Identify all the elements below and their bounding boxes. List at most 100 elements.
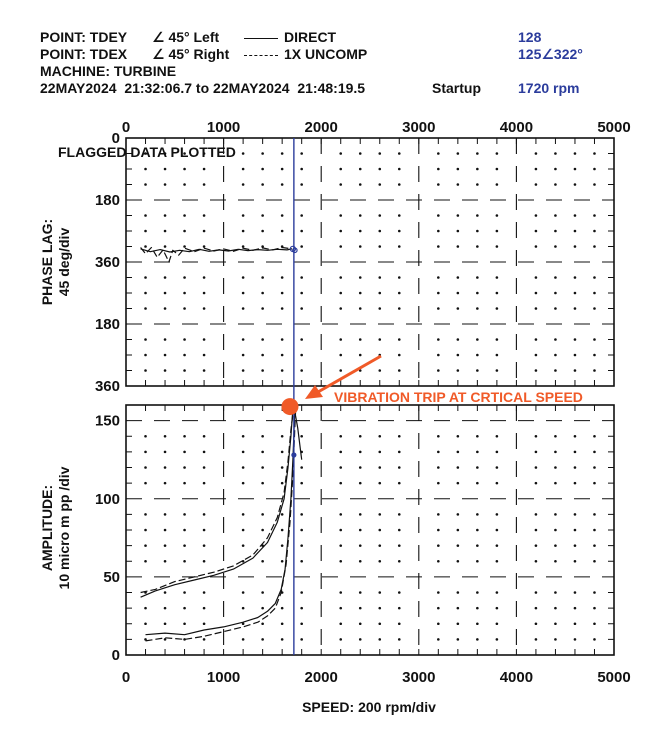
phase-grid-dot (241, 291, 245, 295)
amplitude-series-solid (140, 406, 296, 598)
x-tick-label-bottom: 1000 (207, 669, 240, 686)
amplitude-grid-dot (144, 528, 147, 532)
phase-grid-dot (183, 214, 186, 217)
header-speed-readout: 1720 rpm (518, 80, 580, 96)
phase-grid-dot (183, 353, 186, 357)
x-tick-label-bottom: 3000 (402, 669, 435, 686)
phase-grid-dot (397, 214, 401, 217)
phase-grid-dot (280, 183, 284, 186)
phase-grid-dot (144, 152, 147, 155)
amplitude-grid-dot (163, 544, 167, 547)
amplitude-grid-dot (456, 544, 460, 547)
phase-grid-dot (534, 183, 538, 186)
phase-grid-dot (144, 245, 147, 248)
phase-grid-dot (358, 353, 362, 357)
amplitude-grid-dot (202, 606, 206, 610)
amplitude-grid-dot (573, 591, 577, 594)
amplitude-grid-dot (163, 591, 167, 594)
phase-grid-dot (593, 276, 596, 279)
phase-grid-dot (476, 167, 479, 171)
x-tick-label-top: 1000 (207, 119, 240, 136)
phase-grid-dot (358, 152, 362, 155)
amplitude-grid-dot (554, 622, 557, 626)
phase-grid-dot (495, 369, 499, 372)
phase-grid-dot (534, 229, 538, 233)
amplitude-grid-dot (358, 434, 362, 438)
phase-grid-dot (554, 183, 557, 186)
phase-grid-dot (280, 307, 284, 310)
amplitude-grid-dot (397, 434, 401, 438)
phase-grid-dot (554, 152, 557, 155)
phase-grid-dot (554, 276, 557, 279)
amplitude-grid-dot (241, 450, 245, 454)
amplitude-grid-dot (202, 638, 206, 641)
amplitude-grid-dot (476, 513, 479, 516)
amplitude-grid-dot (554, 466, 557, 469)
amplitude-grid-dot (261, 434, 264, 438)
phase-grid-dot (202, 167, 206, 171)
phase-grid-dot (241, 214, 245, 217)
amplitude-grid-dot (300, 513, 303, 516)
amplitude-grid-dot (456, 559, 460, 563)
amplitude-y-tick-label: 0 (112, 647, 120, 664)
legend-direct-label: DIRECT (284, 29, 337, 45)
series (140, 246, 303, 642)
amplitude-grid-dot (593, 606, 596, 610)
phase-grid-dot (202, 245, 206, 248)
phase-grid-dot (144, 183, 147, 186)
phase-grid-dot (397, 307, 401, 310)
phase-grid-dot (300, 307, 303, 310)
amplitude-grid-dot (554, 591, 557, 594)
amplitude-grid-dot (495, 513, 499, 516)
amplitude-grid-dot (437, 638, 440, 641)
amplitude-grid-dot (163, 466, 167, 469)
amplitude-grid-dot (144, 450, 147, 454)
amplitude-grid-dot (456, 606, 460, 610)
amplitude-grid-dot (241, 559, 245, 563)
amplitude-grid-dot (476, 466, 479, 469)
amplitude-grid-dot (144, 544, 147, 547)
x-tick-label-top: 3000 (402, 119, 435, 136)
phase-grid-dot (280, 229, 284, 233)
amplitude-grid-dot (241, 606, 245, 610)
amplitude-grid-dot (495, 450, 499, 454)
amplitude-series-solid (145, 406, 296, 636)
amplitude-grid-dot (144, 622, 147, 626)
phase-grid-dot (163, 353, 167, 357)
amplitude-grid-dot (163, 606, 167, 610)
phase-grid-dot (476, 276, 479, 279)
amplitude-grid-dot (163, 481, 167, 485)
amplitude-grid-dot (378, 528, 382, 532)
phase-grid-dot (300, 369, 303, 372)
phase-grid-dot (476, 183, 479, 186)
phase-grid-dot (183, 307, 186, 310)
phase-grid-dot (378, 276, 382, 279)
phase-grid-dot (437, 307, 440, 310)
x-tick-label-bottom: 2000 (305, 669, 338, 686)
phase-y-tick-label: 0 (112, 130, 120, 147)
phase-grid-dot (378, 307, 382, 310)
phase-grid-dot (241, 229, 245, 233)
amplitude-grid-dot (144, 481, 147, 485)
amplitude-grid-dot (378, 638, 382, 641)
amplitude-grid-dot (241, 544, 245, 547)
phase-grid-dot (476, 214, 479, 217)
phase-grid-dot (183, 338, 186, 341)
amplitude-grid-dot (280, 544, 284, 547)
amplitude-grid-dot (358, 466, 362, 469)
amplitude-grid-dot (202, 622, 206, 626)
amplitude-grid-dot (339, 606, 343, 610)
amplitude-grid-dot (456, 622, 460, 626)
amplitude-grid-dot (573, 638, 577, 641)
phase-grid-dot (573, 183, 577, 186)
phase-grid-dot (261, 152, 264, 155)
amplitude-grid-dot (183, 481, 186, 485)
phase-grid-dot (144, 214, 147, 217)
amplitude-grid-dot (183, 591, 186, 594)
amplitude-grid-dot (476, 481, 479, 485)
amplitude-grid-dot (593, 434, 596, 438)
phase-grid-dot (456, 152, 460, 155)
amplitude-grid-dot (456, 481, 460, 485)
phase-grid-dot (573, 229, 577, 233)
amplitude-grid-dot (202, 466, 206, 469)
